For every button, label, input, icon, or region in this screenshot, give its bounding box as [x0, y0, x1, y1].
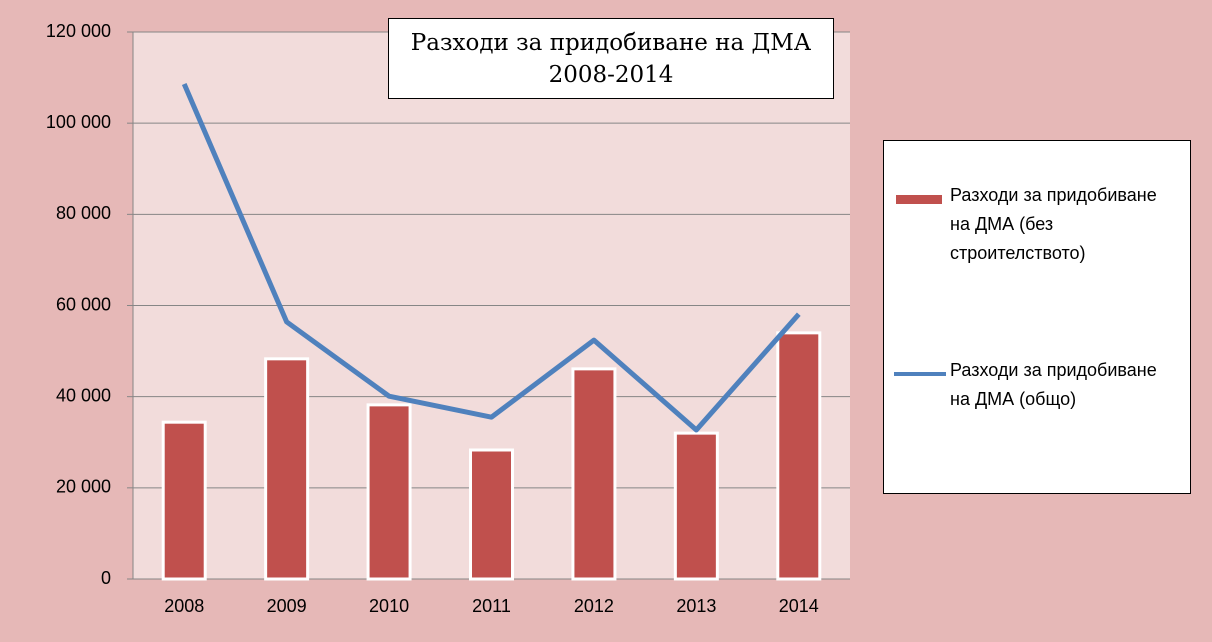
- y-tick-label: 80 000: [56, 203, 111, 223]
- legend: Разходи за придобиване на ДМА (без строи…: [883, 140, 1191, 494]
- bar: [264, 357, 310, 581]
- bar: [673, 431, 719, 581]
- x-tick-label: 2009: [267, 596, 307, 616]
- legend-label: Разходи за придобиване на ДМА (общо): [950, 360, 1157, 409]
- y-tick-label: 100 000: [46, 112, 111, 132]
- bar: [469, 448, 514, 581]
- x-tick-label: 2013: [676, 596, 716, 616]
- line-series: [181, 82, 801, 433]
- bar: [571, 367, 617, 581]
- x-tick-label: 2011: [472, 596, 511, 616]
- y-tick-label: 40 000: [56, 385, 111, 405]
- x-tick-label: 2008: [164, 596, 204, 616]
- legend-swatch: [894, 372, 946, 376]
- bar: [776, 331, 822, 581]
- x-tick-label: 2012: [574, 596, 614, 616]
- x-tick-label: 2010: [369, 596, 409, 616]
- bar: [161, 420, 207, 581]
- y-tick-label: 20 000: [56, 477, 111, 497]
- y-tick-label: 0: [101, 568, 111, 588]
- legend-label: Разходи за придобиване на ДМА (без строи…: [950, 185, 1157, 263]
- legend-swatch: [896, 195, 942, 204]
- chart-title: Разходи за придобиване на ДМА 2008-2014: [388, 18, 834, 99]
- bar: [366, 403, 412, 581]
- x-tick-label: 2014: [779, 596, 819, 616]
- y-tick-label: 120 000: [46, 21, 111, 41]
- y-tick-label: 60 000: [56, 294, 111, 314]
